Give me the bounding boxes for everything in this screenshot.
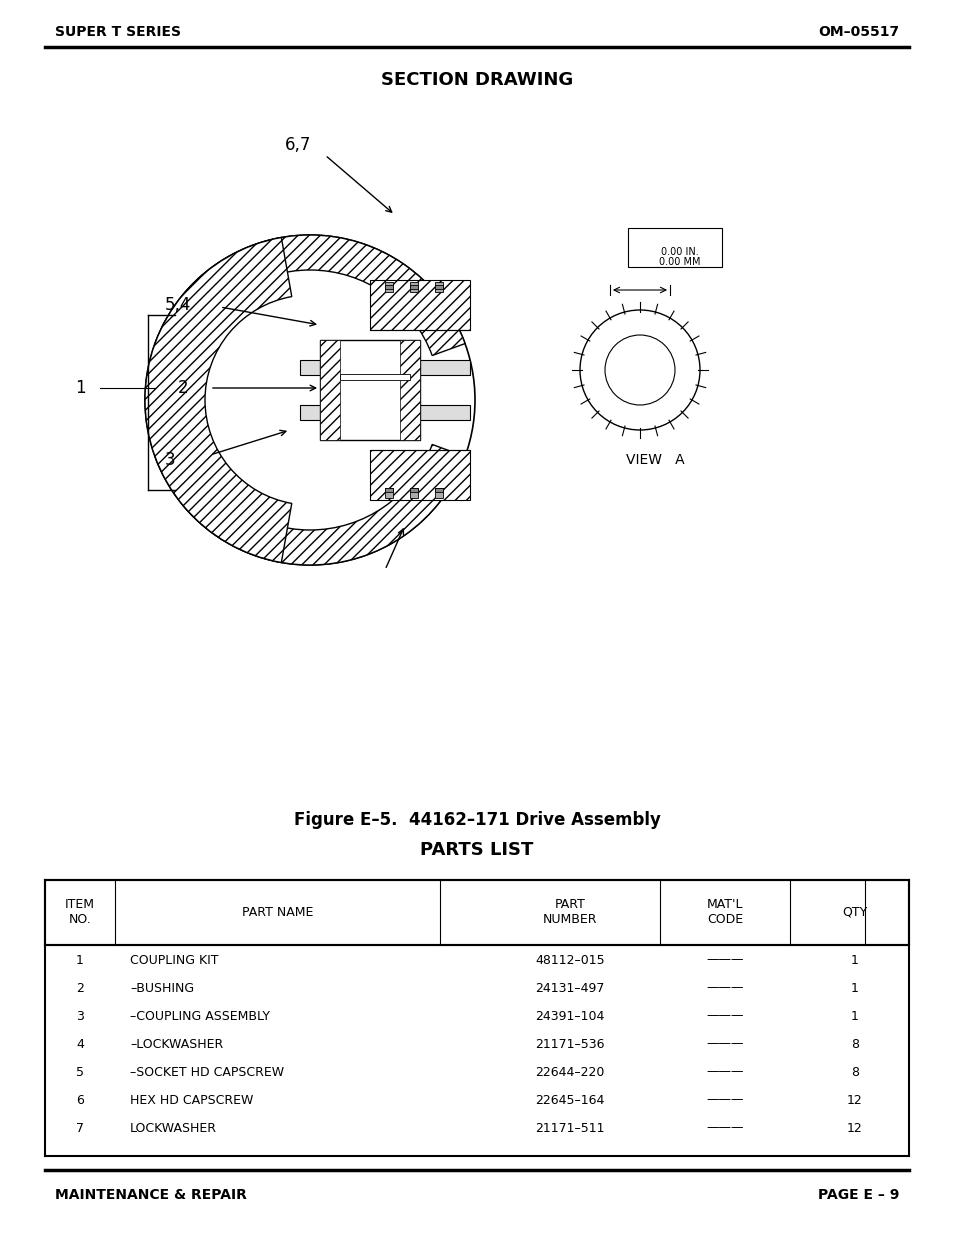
Bar	[339, 374, 410, 380]
Bar	[385, 488, 393, 498]
Text: 5,4: 5,4	[165, 296, 192, 314]
Text: PARTS LIST: PARTS LIST	[420, 841, 533, 860]
Text: PART
NUMBER: PART NUMBER	[542, 898, 597, 926]
Text: 12: 12	[846, 1093, 862, 1107]
Text: 4: 4	[76, 1037, 84, 1051]
Bar	[410, 282, 417, 291]
Text: ———: ———	[705, 1121, 743, 1135]
Text: 6,7: 6,7	[285, 136, 311, 154]
Text: –COUPLING ASSEMBLY: –COUPLING ASSEMBLY	[130, 1009, 270, 1023]
Text: MAT'L
CODE: MAT'L CODE	[706, 898, 742, 926]
Bar	[435, 285, 442, 289]
Text: 2: 2	[178, 379, 189, 396]
Text: 0.00 IN.: 0.00 IN.	[660, 247, 699, 257]
Bar	[410, 488, 417, 498]
Bar	[370, 450, 470, 500]
Text: –SOCKET HD CAPSCREW: –SOCKET HD CAPSCREW	[130, 1066, 284, 1078]
Text: 1: 1	[850, 1009, 858, 1023]
Text: ———: ———	[705, 953, 743, 967]
Text: 3: 3	[165, 451, 175, 469]
Bar	[299, 405, 470, 420]
Text: 48112–015: 48112–015	[535, 953, 604, 967]
Text: 2: 2	[76, 982, 84, 994]
Text: 8: 8	[850, 1037, 858, 1051]
Bar	[399, 340, 419, 440]
Text: SUPER T SERIES: SUPER T SERIES	[55, 25, 181, 40]
Text: LOCKWASHER: LOCKWASHER	[130, 1121, 216, 1135]
Text: PART NAME: PART NAME	[242, 905, 314, 919]
Wedge shape	[154, 445, 464, 564]
Text: 12: 12	[846, 1121, 862, 1135]
Bar	[385, 488, 393, 492]
Bar	[435, 488, 442, 498]
Text: ———: ———	[705, 1009, 743, 1023]
Text: SECTION DRAWING: SECTION DRAWING	[380, 70, 573, 89]
Text: OM–05517: OM–05517	[817, 25, 898, 40]
Text: VIEW   A: VIEW A	[625, 453, 683, 467]
Text: ITEM
NO.: ITEM NO.	[65, 898, 95, 926]
Text: MAINTENANCE & REPAIR: MAINTENANCE & REPAIR	[55, 1188, 247, 1202]
Text: –BUSHING: –BUSHING	[130, 982, 193, 994]
Bar	[410, 285, 417, 289]
Wedge shape	[145, 237, 292, 562]
Text: ———: ———	[705, 1037, 743, 1051]
FancyBboxPatch shape	[627, 228, 721, 267]
Text: 3: 3	[76, 1009, 84, 1023]
Text: 1: 1	[850, 982, 858, 994]
Text: –LOCKWASHER: –LOCKWASHER	[130, 1037, 223, 1051]
Text: 6: 6	[76, 1093, 84, 1107]
Text: 21171–536: 21171–536	[535, 1037, 604, 1051]
Wedge shape	[154, 235, 464, 356]
Text: 7: 7	[76, 1121, 84, 1135]
Bar	[299, 359, 470, 375]
Text: 1: 1	[75, 379, 86, 396]
Bar	[45, 881, 908, 945]
Bar	[319, 340, 339, 440]
Text: 1: 1	[76, 953, 84, 967]
Bar	[410, 488, 417, 492]
Text: ———: ———	[705, 1093, 743, 1107]
Bar	[435, 488, 442, 492]
Text: 21171–511: 21171–511	[535, 1121, 604, 1135]
Text: 22644–220: 22644–220	[535, 1066, 604, 1078]
Text: COUPLING KIT: COUPLING KIT	[130, 953, 218, 967]
Bar	[435, 282, 442, 291]
Text: 24131–497: 24131–497	[535, 982, 604, 994]
Bar	[385, 285, 393, 289]
Bar	[370, 280, 470, 330]
Text: 8: 8	[850, 1066, 858, 1078]
Text: 0.00 MM: 0.00 MM	[659, 257, 700, 267]
Text: Figure E–5.  44162–171 Drive Assembly: Figure E–5. 44162–171 Drive Assembly	[294, 811, 659, 829]
Text: 5: 5	[76, 1066, 84, 1078]
Text: ———: ———	[705, 1066, 743, 1078]
Text: HEX HD CAPSCREW: HEX HD CAPSCREW	[130, 1093, 253, 1107]
Bar	[319, 340, 419, 440]
Text: 24391–104: 24391–104	[535, 1009, 604, 1023]
Text: ———: ———	[705, 982, 743, 994]
Text: 1: 1	[850, 953, 858, 967]
Text: 22645–164: 22645–164	[535, 1093, 604, 1107]
Text: QTY: QTY	[841, 905, 866, 919]
Text: PAGE E – 9: PAGE E – 9	[817, 1188, 898, 1202]
Bar	[385, 282, 393, 291]
